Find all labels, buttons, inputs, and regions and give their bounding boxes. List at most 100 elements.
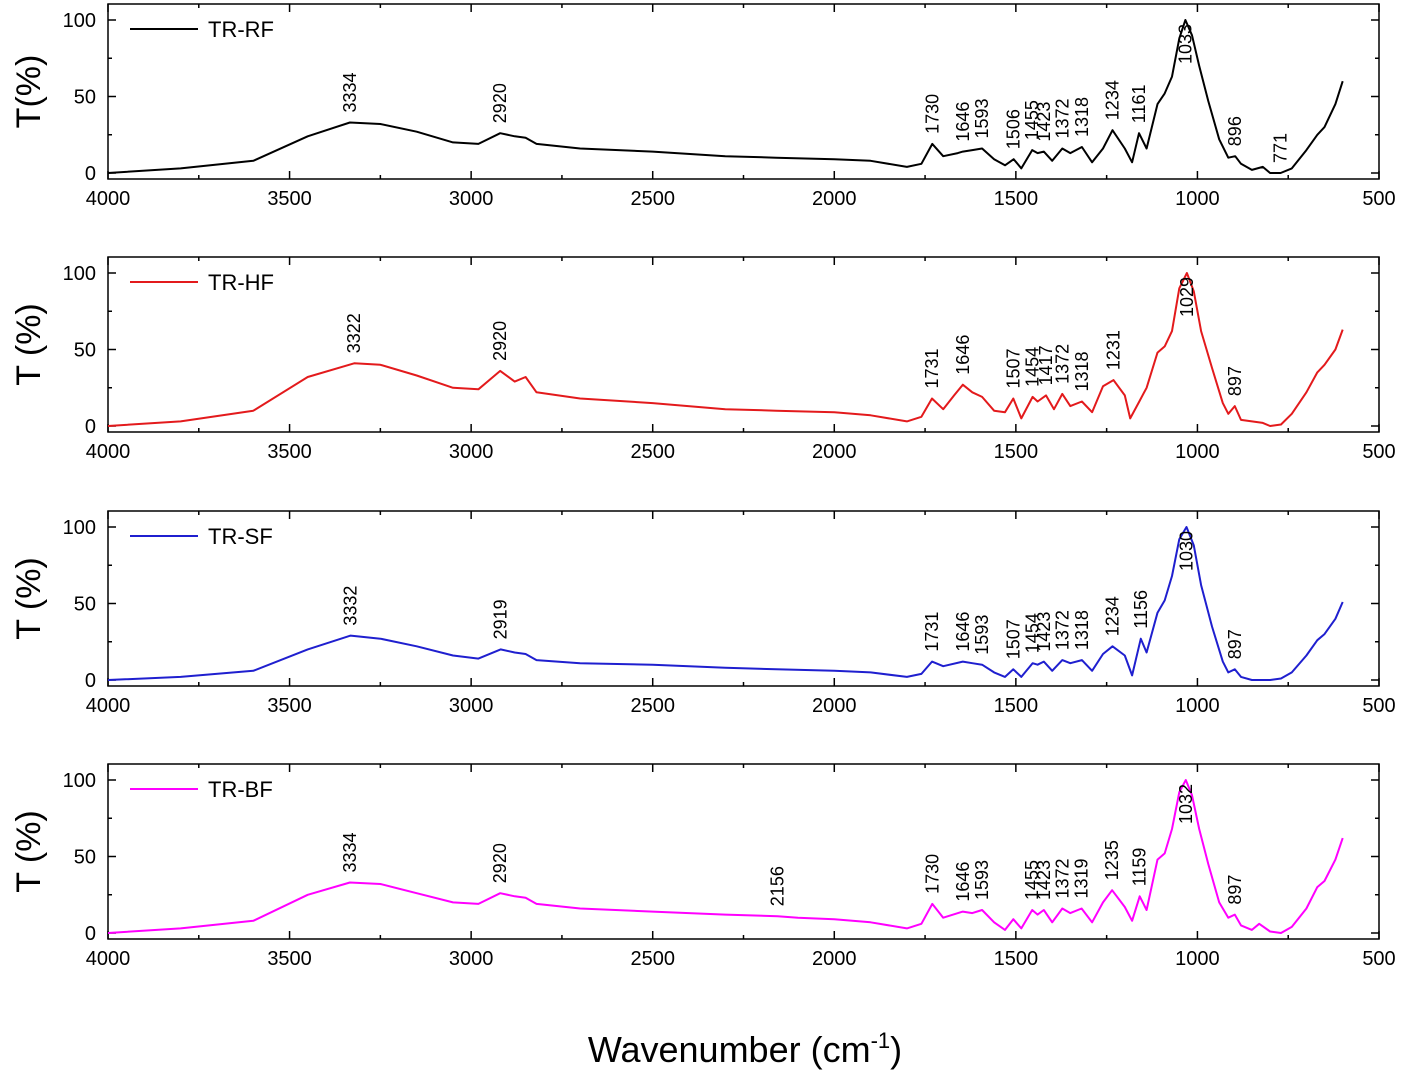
peak-label: 2920 xyxy=(490,321,510,361)
peak-label: 1029 xyxy=(1177,277,1197,317)
peak-label: 1454 xyxy=(1023,347,1043,387)
peak-label: 1372 xyxy=(1052,858,1072,898)
peak-label: 1646 xyxy=(953,612,973,652)
y-tick-label: 0 xyxy=(85,163,96,185)
series-line xyxy=(107,19,1344,174)
x-tick-label: 3000 xyxy=(449,948,494,970)
x-tick-label: 1500 xyxy=(994,695,1039,717)
peak-label: 3332 xyxy=(341,586,361,626)
y-tick-label: 50 xyxy=(74,847,96,869)
x-tick-label: 2000 xyxy=(812,188,857,210)
peak-label: 1455 xyxy=(1022,100,1042,140)
x-tick-label: 2500 xyxy=(630,441,675,463)
peak-label: 1423 xyxy=(1034,860,1054,900)
peak-label: 1646 xyxy=(953,862,973,902)
peak-label: 1417 xyxy=(1036,345,1056,385)
peak-label: 1372 xyxy=(1052,98,1072,138)
peak-label: 1646 xyxy=(953,102,973,142)
y-axis-label: T(%) xyxy=(10,55,48,129)
peak-label: 2920 xyxy=(490,83,510,123)
series-line xyxy=(107,526,1344,681)
x-axis-label: Wavenumber (cm-1) xyxy=(588,1028,902,1070)
x-tick-label: 2500 xyxy=(630,695,675,717)
x-tick-label: 1000 xyxy=(1175,948,1220,970)
peak-label: 1030 xyxy=(1177,531,1197,571)
panel-tr-hf: 4000 3500 3000 2500 2000 1500 1000 500 0 50 100 T (… xyxy=(10,256,1396,463)
legend-label: TR-RF xyxy=(208,17,274,42)
peak-label: 1646 xyxy=(953,335,973,375)
x-tick-label: 4000 xyxy=(86,948,131,970)
peak-label: 1319 xyxy=(1072,858,1092,898)
peak-label: 1454 xyxy=(1023,613,1043,653)
peak-label: 1318 xyxy=(1072,610,1092,650)
peak-label: 1372 xyxy=(1052,610,1072,650)
peak-label: 1730 xyxy=(922,94,942,134)
peak-label: 1593 xyxy=(972,98,992,138)
peak-label: 1506 xyxy=(1004,109,1024,149)
peak-label: 1033 xyxy=(1175,24,1195,64)
panel-tr-sf: 4000 3500 3000 2500 2000 1500 1000 500 0 50 100 T (… xyxy=(10,510,1396,717)
x-tick-label: 4000 xyxy=(86,695,131,717)
x-tick-label: 3500 xyxy=(267,948,312,970)
x-tick-label: 500 xyxy=(1362,188,1395,210)
peak-label: 1234 xyxy=(1103,596,1123,636)
peak-label: 1593 xyxy=(972,615,992,655)
x-tick-label: 500 xyxy=(1362,441,1395,463)
y-tick-label: 100 xyxy=(63,263,96,285)
y-tick-label: 100 xyxy=(63,10,96,32)
peak-label: 3334 xyxy=(340,832,360,872)
peak-label: 2156 xyxy=(768,866,788,906)
x-tick-label: 2000 xyxy=(812,695,857,717)
y-tick-label: 100 xyxy=(63,770,96,792)
series-line xyxy=(107,779,1344,934)
legend-label: TR-BF xyxy=(208,777,273,802)
legend-label: TR-SF xyxy=(208,524,273,549)
y-tick-label: 0 xyxy=(85,923,96,945)
peak-label: 897 xyxy=(1225,875,1245,905)
peak-label: 1731 xyxy=(922,612,942,652)
peak-label: 1235 xyxy=(1102,840,1122,880)
x-tick-label: 3000 xyxy=(449,695,494,717)
peak-label: 1159 xyxy=(1130,848,1150,887)
peak-label: 1593 xyxy=(972,860,992,900)
y-axis-label: T (%) xyxy=(10,557,48,639)
peak-label: 1507 xyxy=(1003,619,1023,659)
peak-label: 1731 xyxy=(922,348,942,388)
peak-label: 3322 xyxy=(344,313,364,353)
x-tick-label: 4000 xyxy=(86,188,131,210)
peak-label: 1161 xyxy=(1129,84,1149,123)
legend-label: TR-HF xyxy=(208,270,274,295)
peak-label: 1234 xyxy=(1103,80,1123,120)
x-tick-label: 3500 xyxy=(267,441,312,463)
peak-label: 3334 xyxy=(340,72,360,112)
peak-label: 897 xyxy=(1225,629,1245,659)
x-tick-label: 1500 xyxy=(994,948,1039,970)
peak-label: 1455 xyxy=(1022,860,1042,900)
panels-group: 4000 3500 3000 2500 2000 1500 1000 500050100T(%… xyxy=(10,3,1396,970)
peak-label: 897 xyxy=(1225,366,1245,396)
x-tick-label: 1000 xyxy=(1175,188,1220,210)
peak-label: 1423 xyxy=(1034,612,1054,652)
x-tick-label: 3500 xyxy=(267,695,312,717)
y-tick-label: 100 xyxy=(63,517,96,539)
series-line xyxy=(107,272,1344,427)
x-tick-label: 3500 xyxy=(267,188,312,210)
x-tick-label: 3000 xyxy=(449,441,494,463)
x-tick-label: 500 xyxy=(1362,695,1395,717)
x-tick-label: 1500 xyxy=(994,441,1039,463)
peak-label: 1730 xyxy=(922,854,942,894)
x-tick-label: 1000 xyxy=(1175,695,1220,717)
peak-label: 2920 xyxy=(490,843,510,883)
panel-tr-bf: 4000 3500 3000 2500 2000 1500 1000 500 0 50 100 T (… xyxy=(10,763,1396,970)
x-tick-label: 2000 xyxy=(812,948,857,970)
y-axis-label: T (%) xyxy=(10,810,48,892)
x-tick-label: 2500 xyxy=(630,948,675,970)
x-tick-label: 2000 xyxy=(812,441,857,463)
panel-tr-rf: 4000 3500 3000 2500 2000 1500 1000 500 0 50 100 T(%… xyxy=(10,3,1396,210)
x-tick-label: 2500 xyxy=(630,188,675,210)
peak-label: 896 xyxy=(1225,116,1245,146)
x-tick-label: 4000 xyxy=(86,441,131,463)
x-tick-label: 1000 xyxy=(1175,441,1220,463)
peak-label: 1372 xyxy=(1052,344,1072,384)
